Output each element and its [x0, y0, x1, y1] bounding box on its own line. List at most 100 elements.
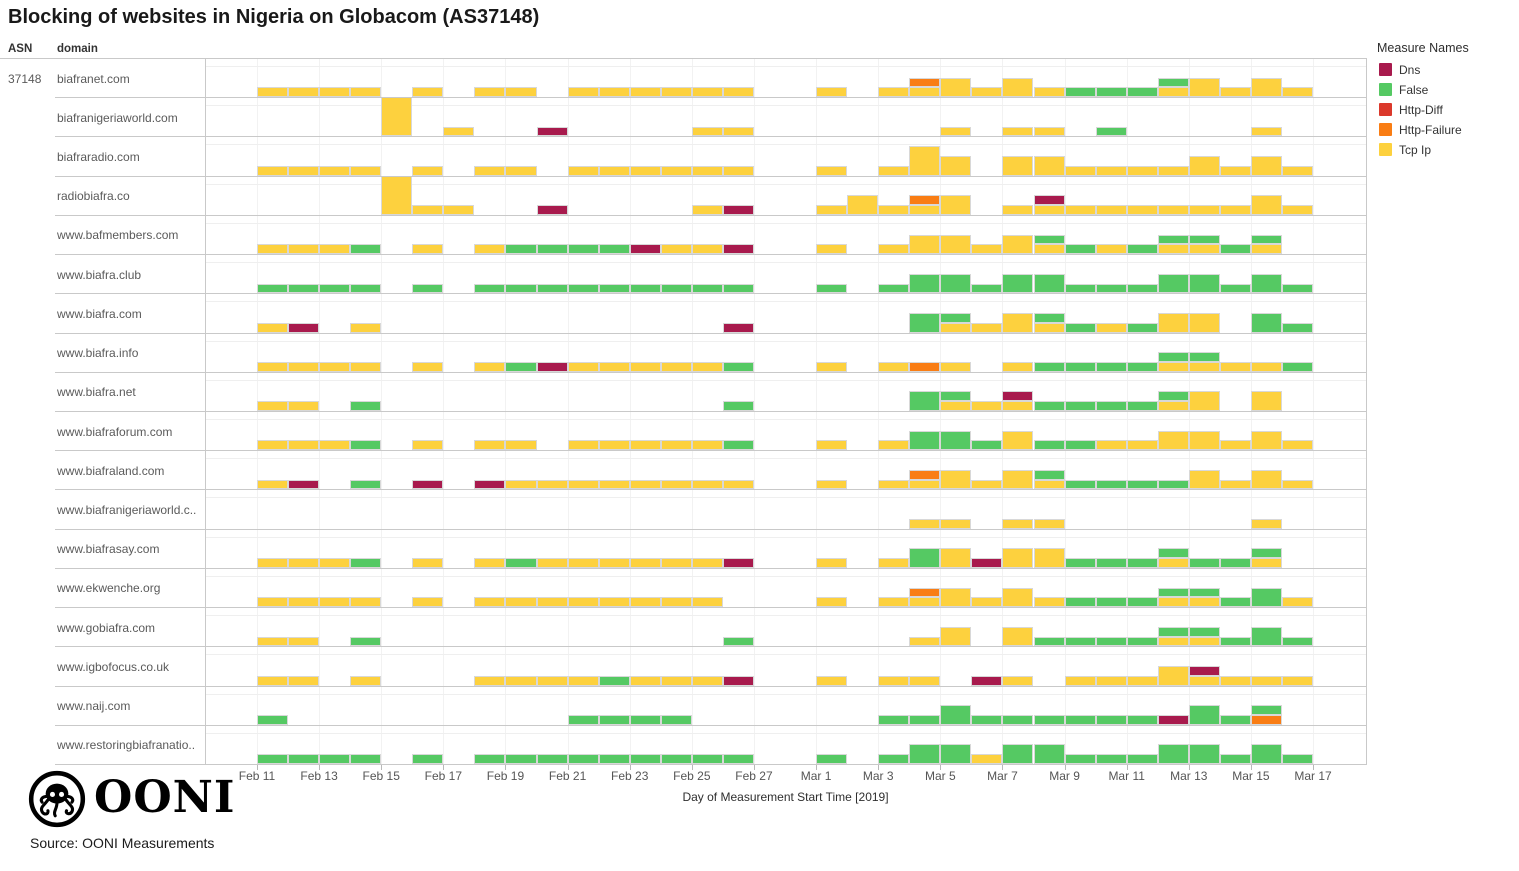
measurement-cell[interactable]: [598, 597, 630, 608]
measurement-cell[interactable]: [598, 165, 630, 176]
measurement-cell[interactable]: [1188, 352, 1220, 372]
measurement-cell[interactable]: [536, 205, 568, 215]
measurement-cell[interactable]: [1033, 548, 1065, 568]
measurement-cell[interactable]: [474, 754, 506, 764]
measurement-cell[interactable]: [1126, 205, 1158, 215]
measurement-cell[interactable]: [940, 626, 972, 647]
measurement-cell[interactable]: [909, 430, 941, 451]
measurement-cell[interactable]: [1157, 205, 1189, 215]
measurement-cell[interactable]: [691, 754, 723, 764]
measurement-cell[interactable]: [1002, 273, 1034, 294]
measurement-cell[interactable]: [660, 558, 692, 568]
measurement-cell[interactable]: [1095, 244, 1127, 255]
measurement-cell[interactable]: [288, 440, 320, 451]
measurement-cell[interactable]: [722, 205, 754, 215]
measurement-cell[interactable]: [1126, 558, 1158, 568]
measurement-cell[interactable]: [660, 675, 692, 686]
measurement-cell[interactable]: [1250, 391, 1282, 411]
measurement-cell[interactable]: [1250, 587, 1282, 608]
measurement-cell[interactable]: [1033, 401, 1065, 411]
measurement-cell[interactable]: [319, 440, 351, 451]
measurement-cell[interactable]: [474, 479, 506, 490]
measurement-cell[interactable]: [878, 754, 910, 764]
measurement-cell[interactable]: [1002, 675, 1034, 686]
measurement-cell[interactable]: [660, 597, 692, 608]
measurement-cell[interactable]: [1126, 283, 1158, 294]
measurement-cell[interactable]: [909, 273, 941, 294]
measurement-cell[interactable]: [505, 479, 537, 490]
measurement-cell[interactable]: [257, 597, 289, 608]
measurement-cell[interactable]: [1064, 283, 1096, 294]
measurement-cell[interactable]: [1281, 597, 1314, 608]
measurement-cell[interactable]: [474, 283, 506, 294]
measurement-cell[interactable]: [909, 518, 941, 529]
measurement-cell[interactable]: [1126, 675, 1158, 686]
measurement-cell[interactable]: [1064, 165, 1096, 176]
measurement-cell[interactable]: [1095, 87, 1127, 98]
measurement-cell[interactable]: [288, 361, 320, 372]
measurement-cell[interactable]: [1064, 675, 1096, 686]
measurement-cell[interactable]: [691, 597, 723, 608]
measurement-cell[interactable]: [505, 675, 537, 686]
measurement-cell[interactable]: [940, 587, 972, 608]
measurement-cell[interactable]: [816, 244, 848, 255]
measurement-cell[interactable]: [1250, 126, 1282, 137]
measurement-cell[interactable]: [1033, 273, 1065, 294]
measurement-cell[interactable]: [691, 244, 723, 255]
measurement-cell[interactable]: [505, 87, 537, 98]
measurement-cell[interactable]: [1219, 636, 1251, 647]
measurement-cell[interactable]: [1250, 156, 1282, 176]
measurement-cell[interactable]: [1064, 322, 1096, 333]
measurement-cell[interactable]: [1064, 361, 1096, 372]
measurement-cell[interactable]: [660, 283, 692, 294]
measurement-cell[interactable]: [1188, 77, 1220, 98]
measurement-cell[interactable]: [660, 87, 692, 98]
measurement-cell[interactable]: [1219, 440, 1251, 451]
measurement-cell[interactable]: [1157, 479, 1189, 490]
measurement-cell[interactable]: [1064, 714, 1096, 725]
measurement-cell[interactable]: [816, 440, 848, 451]
measurement-cell[interactable]: [1126, 244, 1158, 255]
measurement-cell[interactable]: [350, 87, 382, 98]
measurement-cell[interactable]: [1002, 587, 1034, 608]
measurement-cell[interactable]: [1219, 244, 1251, 255]
measurement-cell[interactable]: [1157, 665, 1189, 686]
measurement-cell[interactable]: [1219, 205, 1251, 215]
measurement-cell[interactable]: [257, 87, 289, 98]
measurement-cell[interactable]: [1033, 87, 1065, 98]
measurement-cell[interactable]: [629, 283, 661, 294]
measurement-cell[interactable]: [909, 675, 941, 686]
measurement-cell[interactable]: [691, 558, 723, 568]
measurement-cell[interactable]: [878, 675, 910, 686]
measurement-cell[interactable]: [1002, 430, 1034, 451]
measurement-cell[interactable]: [940, 469, 972, 490]
measurement-cell[interactable]: [412, 597, 444, 608]
measurement-cell[interactable]: [1095, 558, 1127, 568]
measurement-cell[interactable]: [691, 479, 723, 490]
measurement-cell[interactable]: [940, 391, 972, 411]
measurement-cell[interactable]: [319, 165, 351, 176]
measurement-cell[interactable]: [1126, 754, 1158, 764]
measurement-cell[interactable]: [1219, 361, 1251, 372]
measurement-cell[interactable]: [443, 205, 475, 215]
measurement-cell[interactable]: [1157, 391, 1189, 411]
measurement-cell[interactable]: [1219, 283, 1251, 294]
measurement-cell[interactable]: [1033, 744, 1065, 764]
measurement-cell[interactable]: [1033, 518, 1065, 529]
measurement-cell[interactable]: [288, 597, 320, 608]
measurement-cell[interactable]: [505, 165, 537, 176]
measurement-cell[interactable]: [1002, 744, 1034, 764]
measurement-cell[interactable]: [412, 754, 444, 764]
measurement-cell[interactable]: [1188, 587, 1220, 608]
measurement-cell[interactable]: [878, 87, 910, 98]
measurement-cell[interactable]: [1250, 744, 1282, 764]
measurement-cell[interactable]: [412, 283, 444, 294]
measurement-cell[interactable]: [350, 597, 382, 608]
measurement-cell[interactable]: [1188, 469, 1220, 490]
measurement-cell[interactable]: [1250, 469, 1282, 490]
measurement-cell[interactable]: [474, 87, 506, 98]
measurement-cell[interactable]: [1002, 548, 1034, 568]
measurement-cell[interactable]: [474, 675, 506, 686]
measurement-cell[interactable]: [1188, 205, 1220, 215]
measurement-cell[interactable]: [1095, 401, 1127, 411]
